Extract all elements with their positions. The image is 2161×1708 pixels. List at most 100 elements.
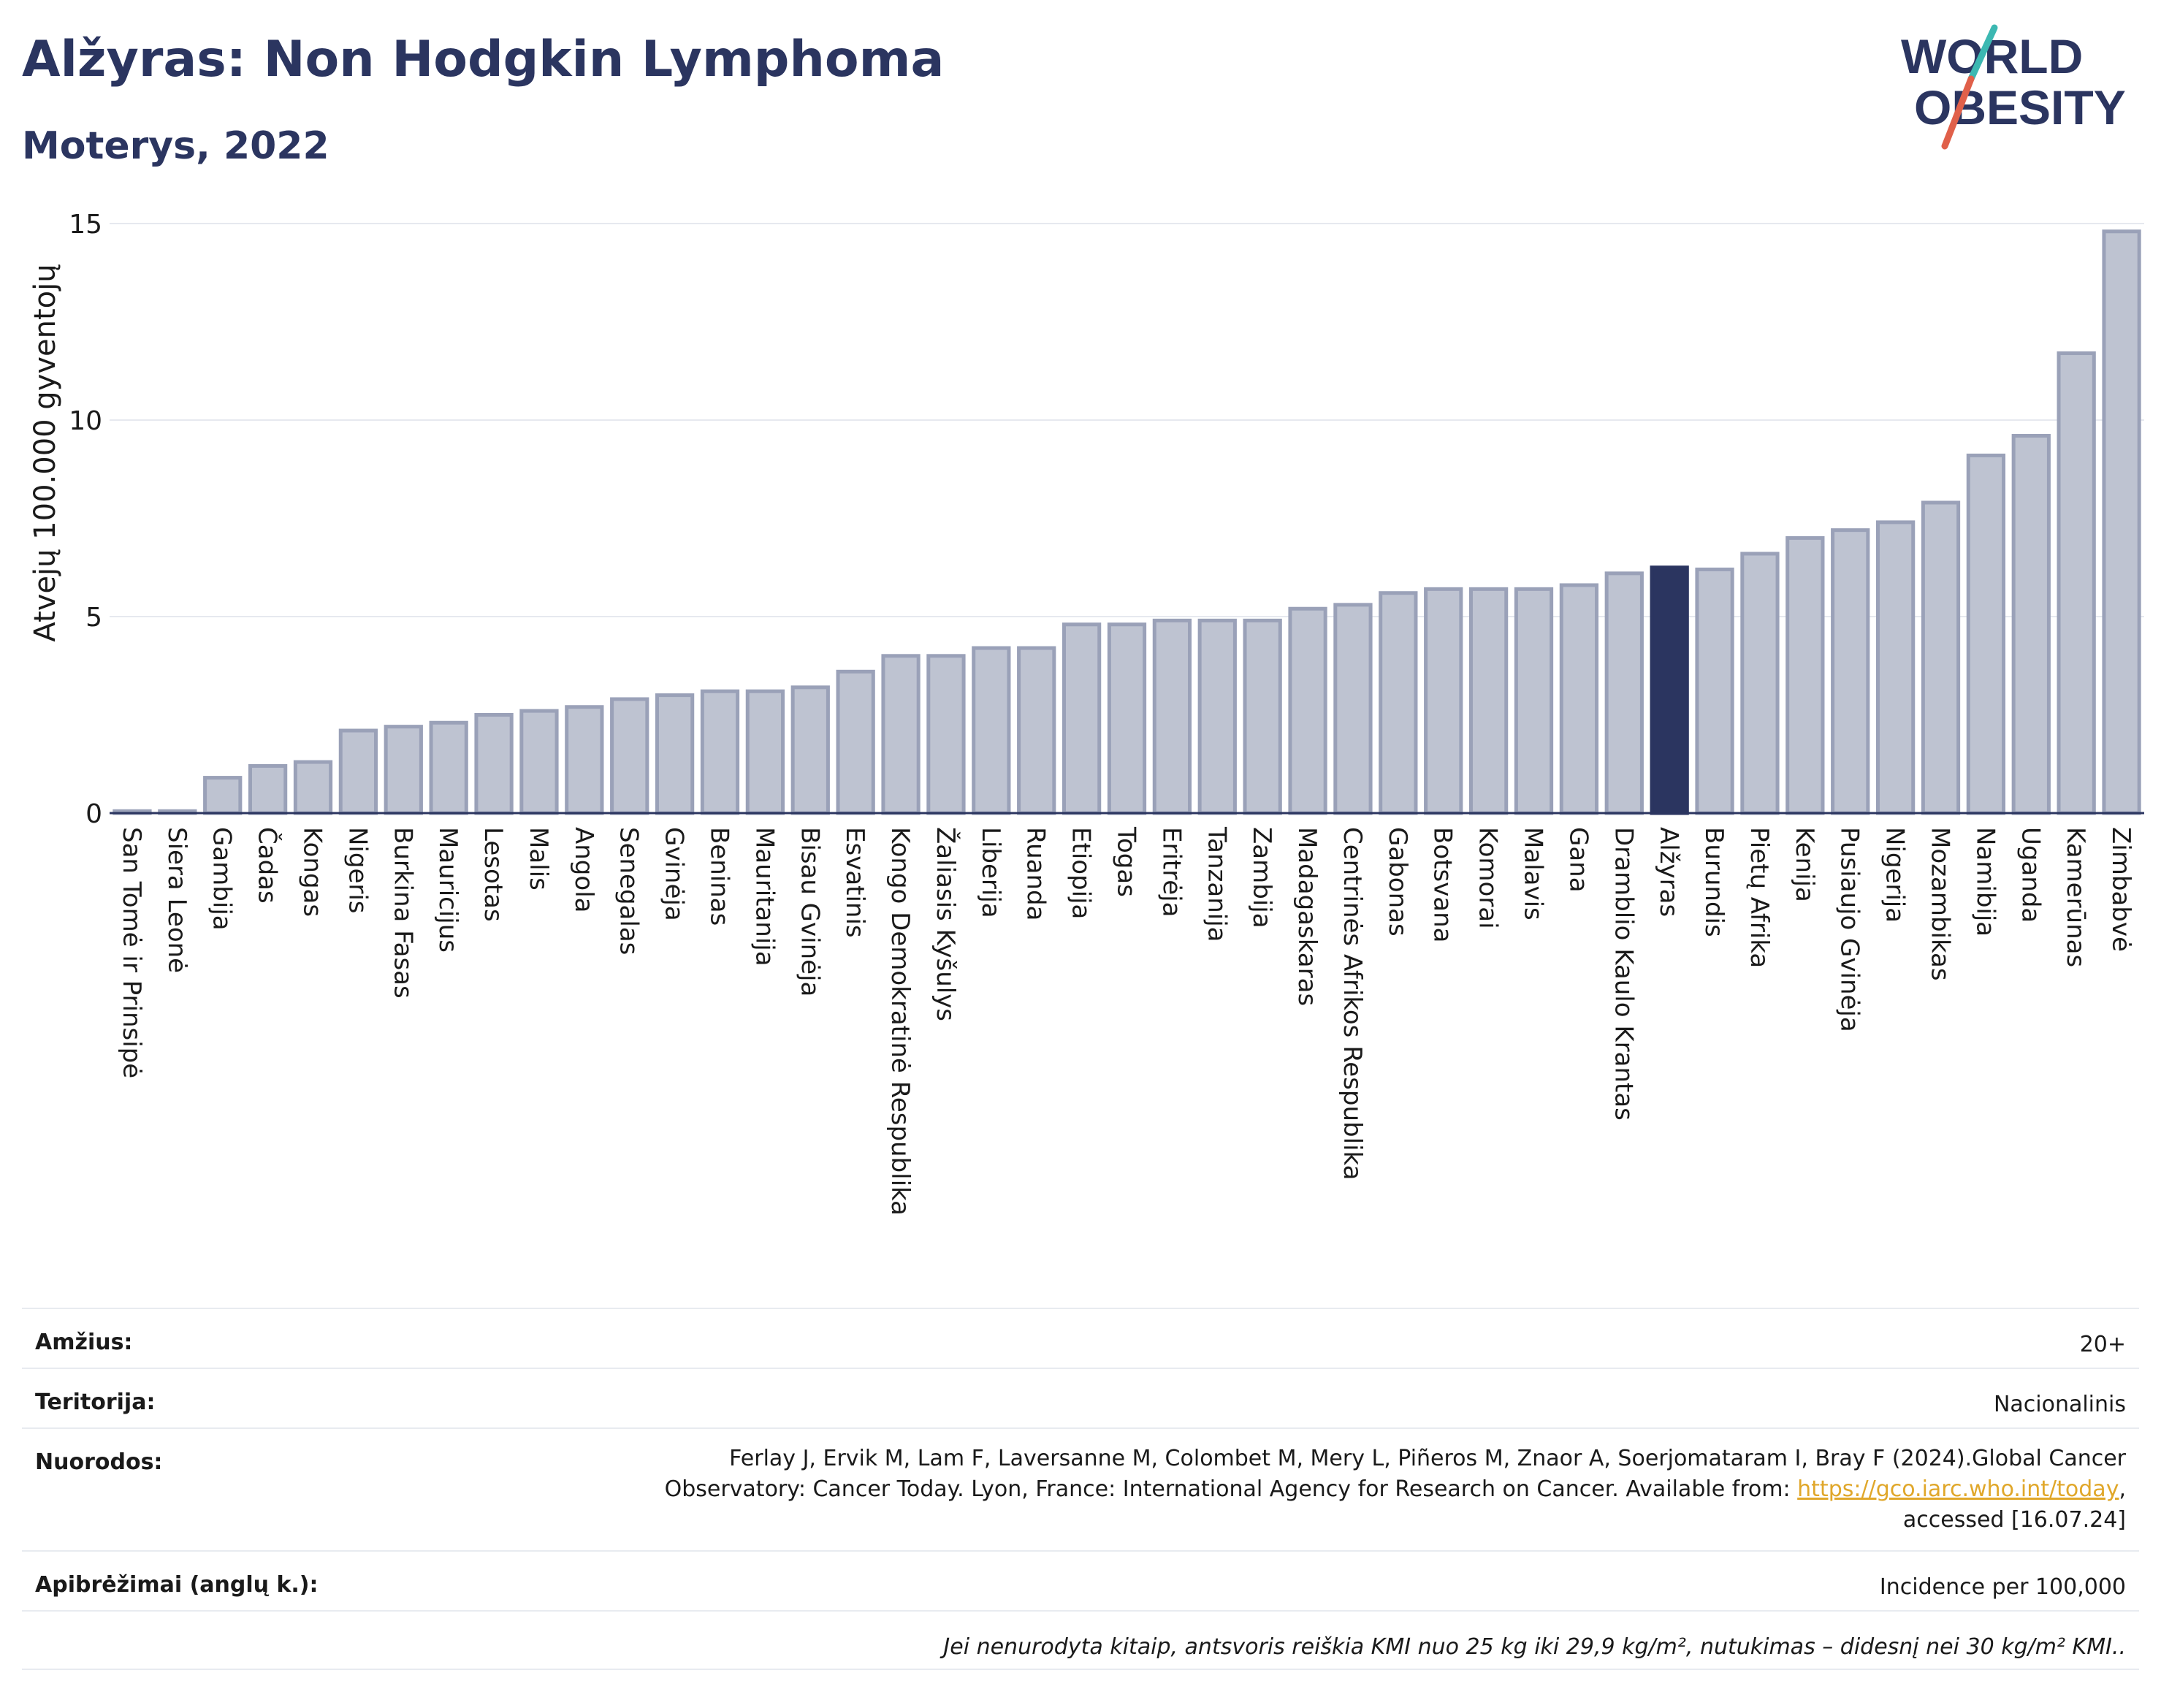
x-tick-label: Gabonas — [1383, 827, 1412, 937]
x-tick-label: Mozambikas — [1926, 827, 1955, 981]
x-tick-label: Kongo Demokratinė Respublika — [885, 827, 915, 1216]
x-tick-label: Alžyras — [1654, 827, 1683, 917]
bar — [2102, 229, 2141, 815]
bar — [1379, 591, 1418, 815]
age-row: Amžius: 20+ — [22, 1308, 2139, 1368]
x-tick-label: Uganda — [2016, 827, 2045, 923]
y-tick-label: 10 — [69, 406, 102, 436]
x-tick-label: Pietų Afrika — [1745, 827, 1774, 968]
bar — [1062, 622, 1102, 815]
x-tick-label: Kamerūnas — [2061, 827, 2090, 967]
bar — [1243, 618, 1282, 815]
bar — [1921, 500, 1961, 815]
x-tick-label: Čadas — [253, 827, 283, 904]
territory-row: Teritorija: Nacionalinis — [22, 1368, 2139, 1427]
bar — [700, 689, 740, 815]
x-tick-label: Siera Leonė — [162, 827, 191, 973]
y-axis-ticks: 0 5 10 15 — [69, 210, 102, 829]
x-tick-label: Togas — [1112, 826, 1141, 897]
y-tick-label: 5 — [85, 603, 102, 633]
bar — [384, 725, 423, 815]
definitions-label: Apibrėžimai (anglų k.): — [35, 1572, 319, 1598]
definitions-row: Apibrėžimai (anglų k.): Incidence per 10… — [22, 1550, 2139, 1610]
bar — [790, 685, 830, 815]
bar — [1468, 587, 1509, 815]
bar — [1152, 618, 1192, 815]
x-tick-label: Gambija — [207, 827, 237, 931]
x-tick-label: Dramblio Kaulo Krantas — [1609, 827, 1638, 1121]
x-tick-label: Eritrėja — [1156, 827, 1186, 917]
x-tick-label: Gana — [1563, 827, 1593, 893]
source-link[interactable]: https://gco.iarc.who.int/today — [1797, 1476, 2119, 1502]
bar-highlight — [1650, 565, 1689, 815]
x-tick-label: San Tomė ir Prinsipė — [117, 827, 146, 1078]
x-tick-label: Burkina Fasas — [388, 827, 417, 999]
x-tick-label: Botsvana — [1428, 827, 1457, 943]
x-tick-label: Esvatinis — [840, 827, 869, 938]
bar — [745, 689, 785, 815]
bars — [113, 229, 2141, 815]
x-tick-label: Komorai — [1474, 827, 1503, 929]
chart-title: Alžyras: Non Hodgkin Lymphoma — [22, 31, 945, 88]
bar — [2057, 351, 2096, 815]
world-obesity-logo: WORLD OBESITY — [1901, 24, 2126, 150]
bar — [203, 776, 243, 815]
x-tick-label: Bisau Gvinėja — [795, 827, 824, 996]
y-tick-label: 0 — [85, 799, 102, 829]
definitions-value: Incidence per 100,000 — [1879, 1574, 2126, 1600]
bar-chart: 0 5 10 15 Atvejų 100.000 gyventojų San Tomė… — [28, 210, 2144, 1216]
x-tick-label: Mauricijus — [433, 827, 462, 953]
x-axis-labels: San Tomė ir Prinsipė Siera Leonė Gambija Ča… — [117, 826, 2135, 1216]
x-tick-label: Burundis — [1699, 827, 1729, 937]
bar — [1831, 528, 1870, 815]
age-label: Amžius: — [35, 1330, 133, 1355]
bar — [1559, 583, 1599, 815]
footnote: Jei nenurodyta kitaip, antsvoris reiškia… — [943, 1634, 2126, 1660]
x-tick-label: Liberija — [976, 827, 1005, 918]
bar — [1333, 603, 1373, 815]
bar — [1197, 618, 1237, 815]
x-tick-label: Madagaskaras — [1292, 827, 1322, 1006]
x-tick-label: Malis — [524, 827, 553, 891]
references-label: Nuorodos: — [35, 1449, 163, 1475]
bar — [881, 654, 921, 815]
bar — [1288, 606, 1327, 815]
x-tick-label: Tanzanija — [1202, 826, 1231, 942]
territory-label: Teritorija: — [35, 1389, 156, 1415]
x-tick-label: Gvinėja — [660, 827, 689, 921]
x-tick-label: Lesotas — [479, 827, 508, 922]
x-tick-label: Etiopija — [1067, 827, 1096, 919]
x-tick-label: Kenija — [1790, 827, 1819, 902]
note-row: Jei nenurodyta kitaip, antsvoris reiškia… — [22, 1610, 2139, 1670]
x-tick-label: Kongas — [298, 827, 327, 917]
y-tick-label: 15 — [69, 210, 102, 240]
x-tick-label: Ruanda — [1021, 827, 1051, 920]
bar — [565, 705, 604, 815]
x-tick-label: Namibija — [1970, 827, 2000, 937]
x-tick-label: Žaliasis Kyšulys — [931, 827, 961, 1021]
bar — [1107, 622, 1147, 815]
x-tick-label: Nigerija — [1880, 827, 1910, 923]
x-tick-label: Nigeris — [343, 827, 372, 914]
x-tick-label: Pusiaujo Gvinėja — [1835, 827, 1864, 1032]
x-tick-label: Centrinės Afrikos Respublika — [1338, 827, 1367, 1180]
bar — [1695, 567, 1734, 815]
x-tick-label: Malavis — [1519, 827, 1548, 920]
territory-value: Nacionalinis — [1993, 1392, 2126, 1417]
bar — [429, 720, 468, 815]
bar — [1424, 587, 1463, 815]
bar — [248, 763, 288, 815]
bar — [1017, 646, 1056, 815]
references-value: Ferlay J, Ervik M, Lam F, Laversanne M, … — [664, 1446, 2126, 1533]
bar — [655, 693, 695, 815]
bar — [1514, 587, 1554, 815]
x-tick-label: Beninas — [705, 827, 734, 926]
bar — [519, 709, 559, 815]
bar — [1604, 571, 1644, 815]
x-tick-label: Angola — [569, 827, 598, 912]
bar — [972, 646, 1011, 815]
x-tick-label: Zambija — [1247, 827, 1276, 929]
age-value: 20+ — [2079, 1332, 2126, 1357]
x-tick-label: Senegalas — [614, 827, 644, 955]
y-axis-label: Atvejų 100.000 gyventojų — [28, 264, 62, 641]
